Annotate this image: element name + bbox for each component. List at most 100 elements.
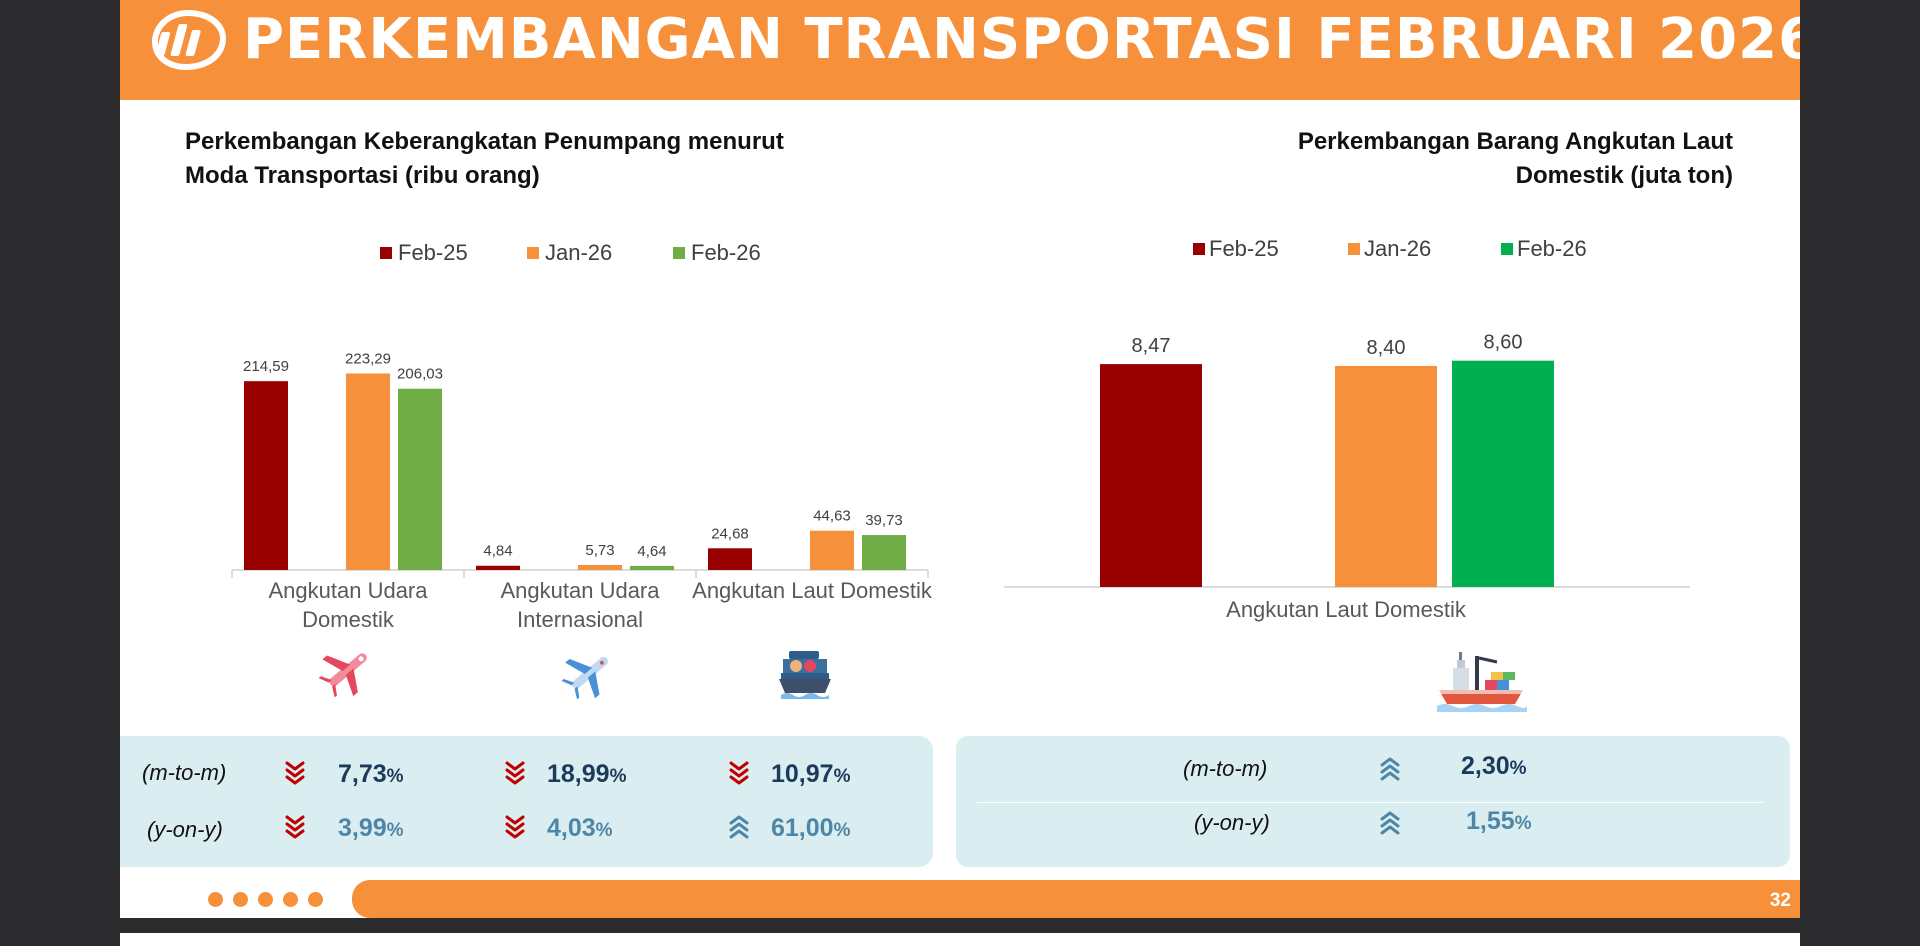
right-chart-title-line1: Perkembangan Barang Angkutan Laut <box>1297 128 1733 155</box>
percent-sign: % <box>833 820 851 841</box>
data-label: 214,59 <box>243 358 289 375</box>
page-number: 32 <box>1769 890 1791 911</box>
bar <box>244 381 288 570</box>
growth-number: 18,99 <box>547 760 610 788</box>
growth-number: 10,97 <box>771 760 834 788</box>
bps-logo-icon <box>152 10 226 70</box>
bar <box>1335 365 1437 587</box>
legend-swatch <box>673 247 685 259</box>
dot <box>208 892 223 907</box>
data-label: 8,47 <box>1132 335 1171 357</box>
bar <box>578 564 622 570</box>
growth-number: 1,55 <box>1466 807 1515 835</box>
mtm-label: (m-to-m) <box>142 760 227 785</box>
legend-label: Feb-25 <box>1209 236 1279 261</box>
bar <box>630 565 674 570</box>
bar <box>1100 364 1202 587</box>
data-label: 223,29 <box>345 351 391 368</box>
legend-label: Feb-26 <box>691 240 761 265</box>
sea-cargo-bar-chart: Feb-25 Jan-26 Feb-26 8,47 8,40 8,60 Angkutan L… <box>1004 236 1690 622</box>
left-chart-title-line1: Perkembangan Keberangkatan Penumpang men… <box>185 128 784 155</box>
category-label: Angkutan Laut Domestik <box>1226 597 1467 622</box>
page-title: PERKEMBANGAN TRANSPORTASI FEBRUARI 2026 <box>243 7 1800 72</box>
bar <box>708 548 752 570</box>
category-label: Angkutan Udara <box>269 578 429 603</box>
panel-divider <box>977 802 1763 803</box>
data-label: 206,03 <box>397 366 443 383</box>
legend-swatch <box>1348 243 1360 255</box>
legend-label: Feb-26 <box>1517 236 1587 261</box>
growth-value: 4,03% <box>547 814 613 843</box>
bar <box>398 388 442 570</box>
left-chart-title: Perkembangan Keberangkatan Penumpang men… <box>185 125 905 193</box>
chevron-down-icon <box>505 761 525 785</box>
percent-sign: % <box>1514 813 1532 834</box>
legend-swatch <box>527 247 539 259</box>
data-label: 44,63 <box>813 508 851 525</box>
dot <box>233 892 248 907</box>
data-label: 39,73 <box>865 512 903 529</box>
bar <box>810 530 854 570</box>
growth-number: 3,99 <box>338 814 387 842</box>
bar <box>1452 360 1554 587</box>
chevron-down-icon <box>729 761 749 785</box>
legend-swatch <box>1501 243 1513 255</box>
chevron-down-icon <box>285 815 305 839</box>
growth-value: 18,99% <box>547 760 626 789</box>
category-label: Domestik <box>302 607 395 632</box>
category-label: Internasional <box>517 607 643 632</box>
legend-swatch <box>1193 243 1205 255</box>
mtm-label: (m-to-m) <box>1183 756 1268 781</box>
percent-sign: % <box>609 766 627 787</box>
category-label: Angkutan Udara <box>501 578 661 603</box>
next-slide-edge <box>120 933 1800 946</box>
chevron-down-icon <box>505 815 525 839</box>
cargo-ship-icon <box>1437 652 1527 712</box>
chevron-up-icon <box>729 815 749 839</box>
percent-sign: % <box>386 766 404 787</box>
yoy-label: (y-on-y) <box>1194 810 1270 835</box>
data-label: 8,40 <box>1367 337 1406 359</box>
percent-sign: % <box>595 820 613 841</box>
legend-label: Jan-26 <box>1364 236 1431 261</box>
right-chart-title-line2: Domestik (juta ton) <box>1515 162 1733 189</box>
dot <box>308 892 323 907</box>
growth-value: 10,97% <box>771 760 850 789</box>
percent-sign: % <box>1509 758 1527 779</box>
category-label: Angkutan Laut Domestik <box>692 578 933 603</box>
dot <box>283 892 298 907</box>
data-label: 4,84 <box>483 543 512 560</box>
growth-value: 61,00% <box>771 814 850 843</box>
pagination-dots <box>208 892 333 912</box>
percent-sign: % <box>833 766 851 787</box>
right-chart-title: Perkembangan Barang Angkutan Laut Domest… <box>1160 125 1733 193</box>
footer-bar <box>352 880 1800 918</box>
growth-value: 7,73% <box>338 760 404 789</box>
airplane-icon <box>561 656 609 700</box>
growth-value: 3,99% <box>338 814 404 843</box>
passenger-bar-chart: Feb-25 Jan-26 Feb-26 214,59 223,29 206,03 Angk… <box>231 240 933 632</box>
yoy-label: (y-on-y) <box>147 817 223 842</box>
ferry-icon <box>779 651 831 699</box>
growth-value: 1,55% <box>1466 807 1532 836</box>
growth-number: 7,73 <box>338 760 387 788</box>
left-growth-panel <box>120 736 933 867</box>
growth-number: 4,03 <box>547 814 596 842</box>
chevron-up-icon <box>1380 757 1400 781</box>
growth-number: 2,30 <box>1461 752 1510 780</box>
legend-swatch <box>380 247 392 259</box>
data-label: 5,73 <box>585 542 614 559</box>
airplane-icon <box>318 653 367 698</box>
legend-label: Feb-25 <box>398 240 468 265</box>
header-banner: PERKEMBANGAN TRANSPORTASI FEBRUARI 2026 <box>120 0 1800 100</box>
slide: PERKEMBANGAN TRANSPORTASI FEBRUARI 2026 … <box>120 0 1800 918</box>
legend-label: Jan-26 <box>545 240 612 265</box>
chevron-up-icon <box>1380 811 1400 835</box>
left-chart-title-line2: Moda Transportasi (ribu orang) <box>185 162 540 189</box>
dot <box>258 892 273 907</box>
data-label: 4,64 <box>637 543 666 560</box>
growth-number: 61,00 <box>771 814 834 842</box>
growth-value: 2,30% <box>1461 752 1527 781</box>
bar <box>346 373 390 570</box>
bar <box>862 535 906 570</box>
